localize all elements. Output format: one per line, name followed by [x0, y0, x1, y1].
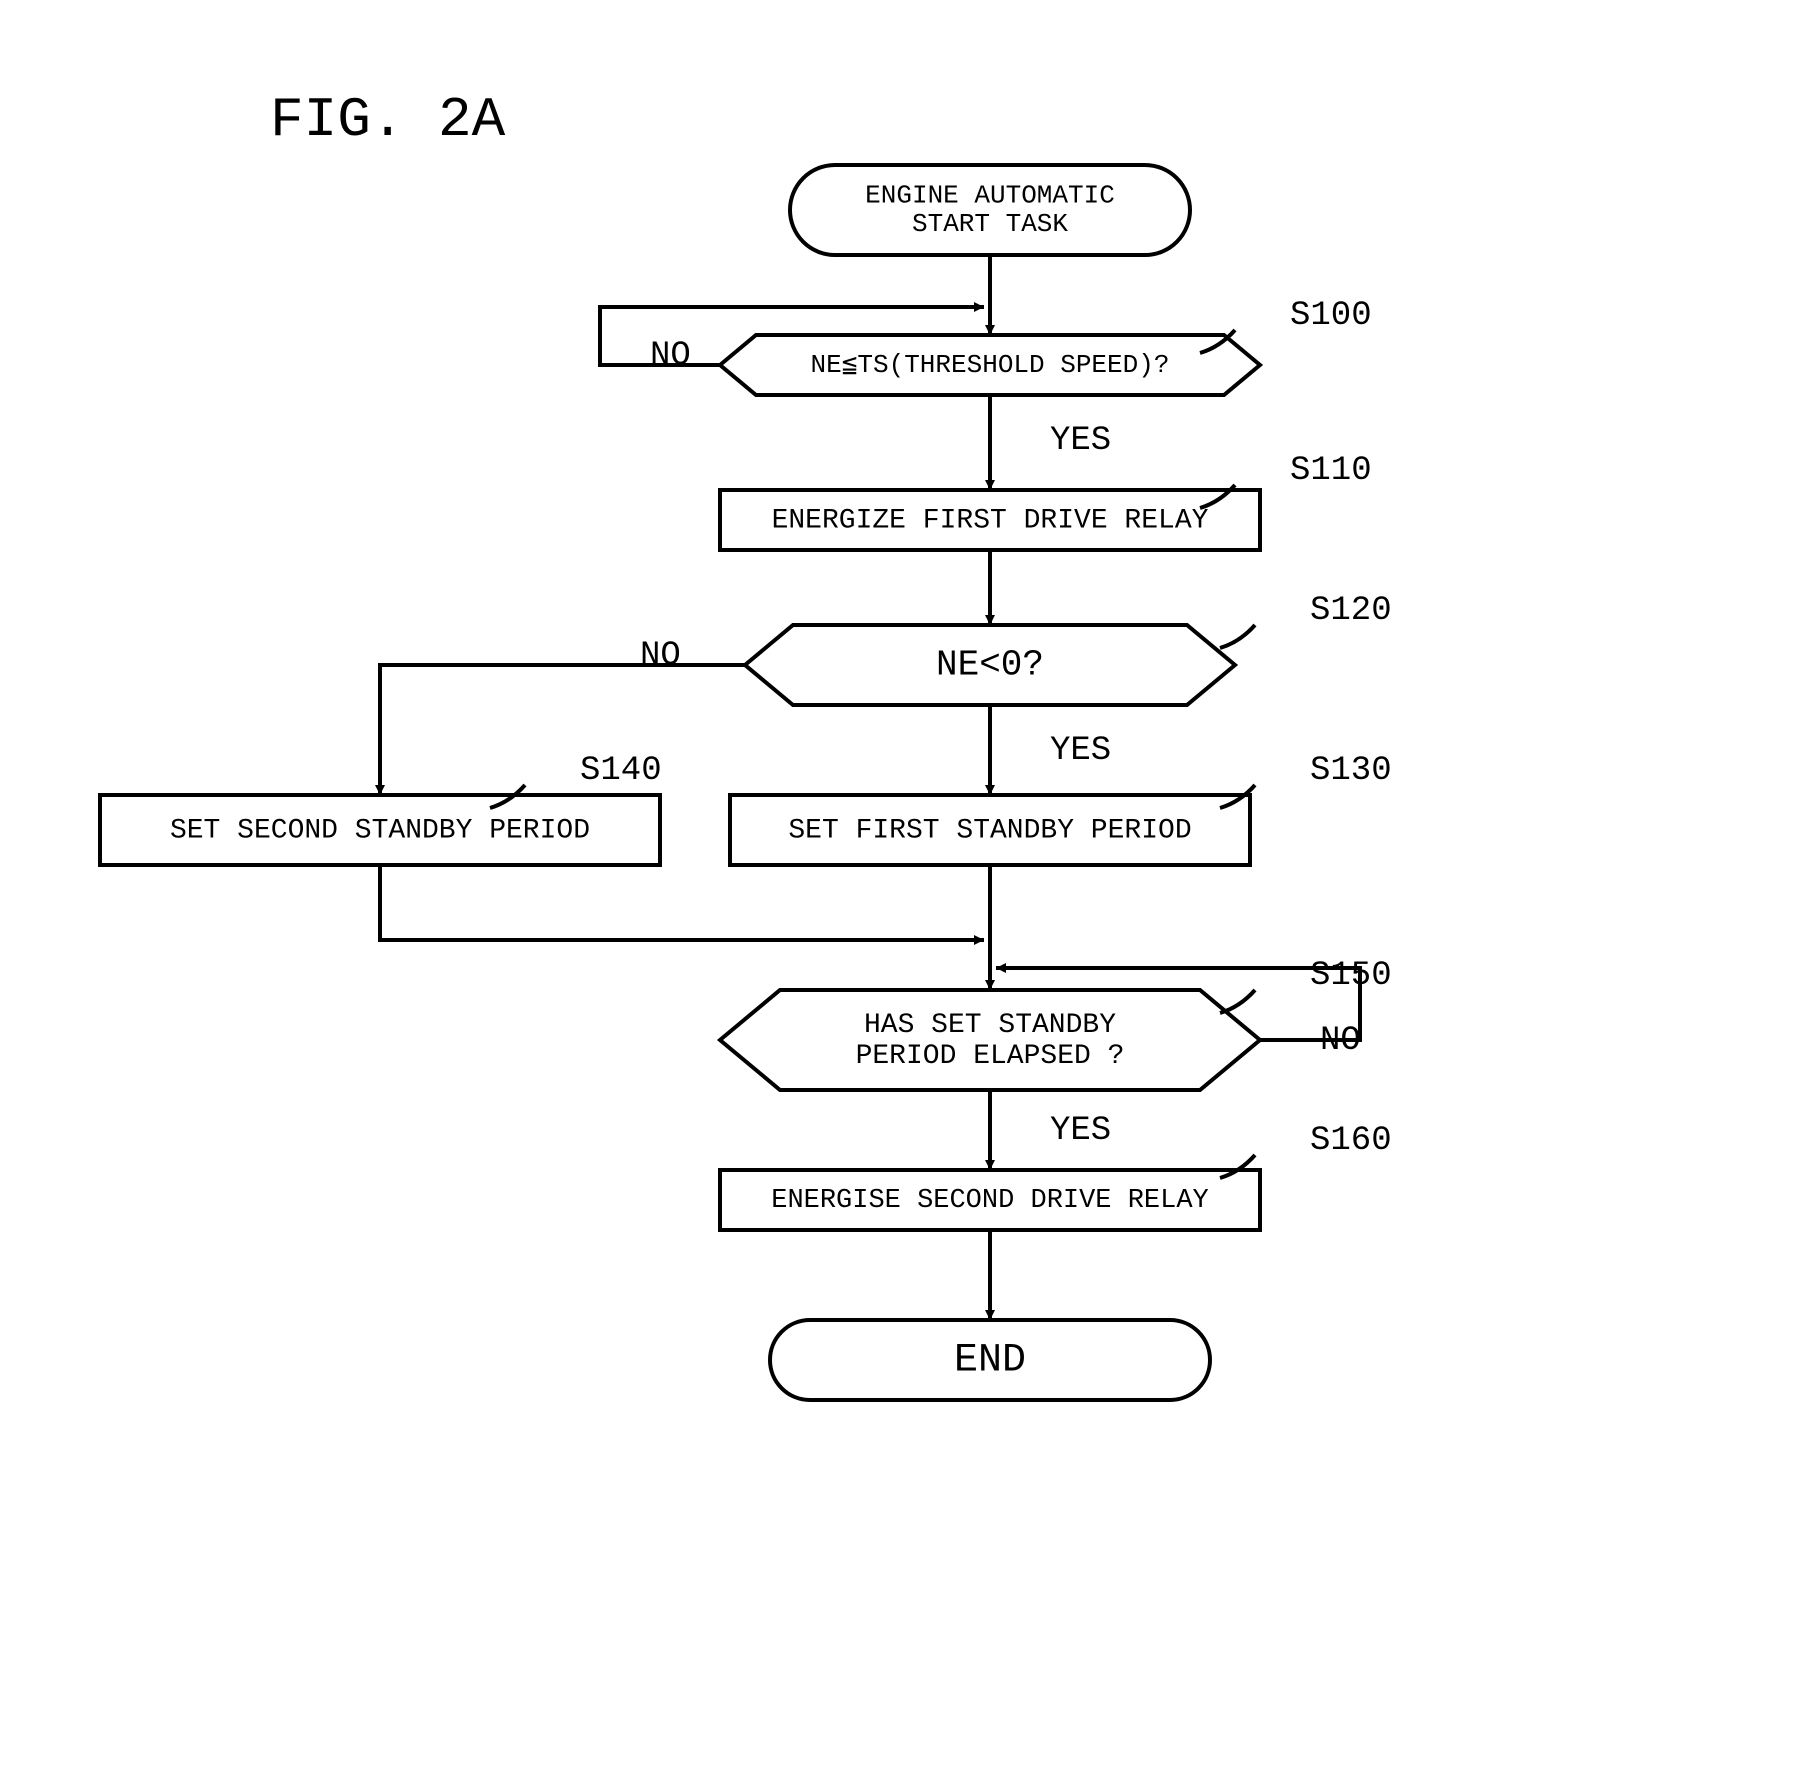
svg-text:NO: NO [640, 637, 681, 675]
svg-text:HAS SET STANDBY: HAS SET STANDBY [864, 1010, 1116, 1041]
flowchart: FIG. 2A ENGINE AUTOMATICSTART TASK NE≦TS(T… [40, 40, 1440, 1440]
svg-text:S160: S160 [1310, 1122, 1392, 1160]
svg-text:YES: YES [1050, 732, 1111, 770]
svg-text:NO: NO [650, 337, 691, 375]
svg-text:S150: S150 [1310, 957, 1392, 995]
svg-text:S130: S130 [1310, 752, 1392, 790]
svg-text:SET SECOND STANDBY PERIOD: SET SECOND STANDBY PERIOD [170, 815, 590, 846]
svg-text:S140: S140 [580, 752, 662, 790]
svg-text:ENERGIZE FIRST DRIVE RELAY: ENERGIZE FIRST DRIVE RELAY [772, 505, 1209, 536]
svg-text:NE≦TS(THRESHOLD SPEED)?: NE≦TS(THRESHOLD SPEED)? [811, 350, 1170, 380]
svg-text:START TASK: START TASK [912, 209, 1068, 239]
svg-text:S100: S100 [1290, 297, 1372, 335]
svg-text:ENGINE AUTOMATIC: ENGINE AUTOMATIC [865, 181, 1115, 211]
svg-text:S110: S110 [1290, 452, 1372, 490]
svg-text:PERIOD ELAPSED ?: PERIOD ELAPSED ? [856, 1041, 1125, 1072]
svg-text:SET FIRST STANDBY PERIOD: SET FIRST STANDBY PERIOD [788, 815, 1191, 846]
svg-text:FIG. 2A: FIG. 2A [270, 88, 506, 152]
svg-text:NO: NO [1320, 1022, 1361, 1060]
svg-text:ENERGISE SECOND DRIVE RELAY: ENERGISE SECOND DRIVE RELAY [771, 1186, 1208, 1216]
svg-text:YES: YES [1050, 422, 1111, 460]
svg-text:NE<0?: NE<0? [936, 645, 1044, 686]
svg-text:YES: YES [1050, 1112, 1111, 1150]
svg-text:END: END [954, 1339, 1026, 1384]
svg-text:S120: S120 [1310, 592, 1392, 630]
